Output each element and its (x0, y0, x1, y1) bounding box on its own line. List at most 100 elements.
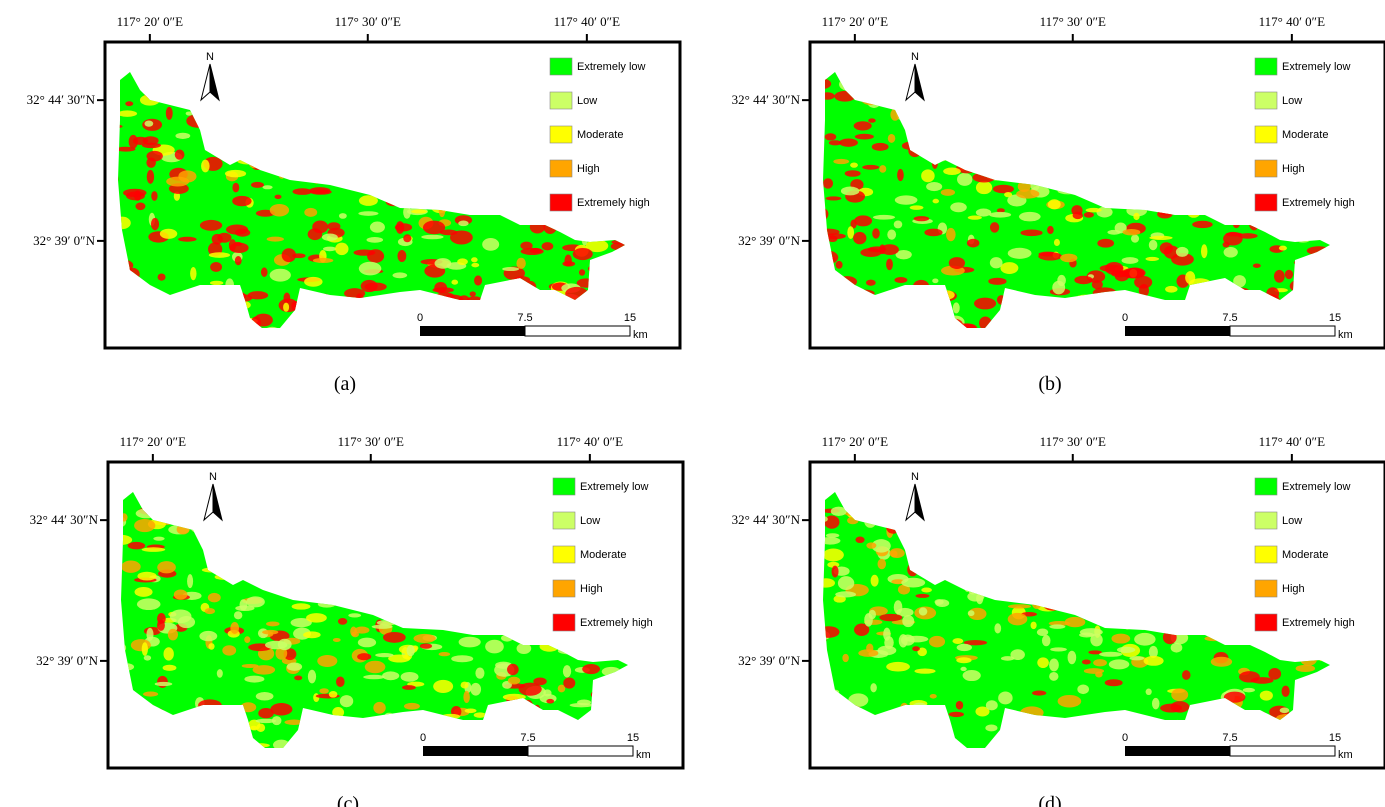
patch (868, 609, 876, 620)
patch (921, 540, 936, 553)
patch (927, 150, 951, 162)
patch (1327, 585, 1330, 592)
patch (118, 227, 120, 234)
patch (210, 262, 223, 272)
legend-swatch (549, 159, 573, 178)
patch (966, 238, 980, 248)
patch (357, 637, 377, 648)
patch (629, 608, 636, 613)
patch (485, 639, 504, 654)
patch (440, 127, 460, 139)
patch (501, 634, 514, 642)
patch (341, 313, 350, 323)
patch (1056, 114, 1079, 121)
patch (1264, 644, 1274, 652)
patch (377, 505, 385, 519)
patch (260, 96, 275, 103)
patch (166, 308, 186, 322)
patch (215, 136, 236, 145)
patch (911, 702, 929, 715)
patch (524, 83, 536, 91)
patch (1057, 694, 1082, 708)
patch (288, 518, 312, 524)
patch (557, 684, 566, 693)
patch (823, 250, 839, 265)
patch (917, 647, 927, 657)
patch (319, 688, 329, 694)
patch (1133, 212, 1140, 221)
patch (920, 319, 935, 328)
patch (510, 288, 522, 299)
patch (1145, 126, 1155, 140)
patch (1222, 717, 1230, 727)
patch (496, 564, 505, 575)
legend-swatch (1254, 477, 1278, 496)
patch (1102, 167, 1125, 177)
patch (367, 249, 385, 263)
patch (1074, 751, 1090, 755)
patch (882, 516, 907, 524)
legend-label: High (577, 163, 600, 175)
patch (153, 753, 161, 759)
patch (862, 164, 880, 170)
patch (1020, 130, 1035, 143)
patch (135, 508, 157, 519)
patch (384, 128, 405, 135)
patch (1200, 733, 1212, 742)
patch (564, 254, 572, 267)
patch (462, 179, 472, 190)
patch (307, 228, 323, 241)
patch (880, 244, 899, 255)
patch (402, 685, 416, 690)
patch (921, 323, 937, 328)
patch (326, 72, 351, 77)
patch (321, 742, 341, 748)
patch (1188, 514, 1197, 521)
patch (872, 214, 896, 220)
patch (250, 316, 262, 328)
patch (224, 304, 237, 316)
legend-label: Low (580, 515, 600, 527)
patch (236, 156, 258, 165)
patch (524, 540, 537, 552)
patch (563, 677, 576, 689)
patch (490, 735, 499, 742)
patch (185, 111, 193, 116)
patch (335, 242, 349, 256)
patch (1122, 617, 1133, 630)
patch (1092, 287, 1117, 300)
patch (1257, 177, 1267, 184)
patch (605, 715, 612, 728)
patch (262, 135, 273, 146)
patch (1067, 533, 1074, 546)
patch (970, 145, 978, 152)
patch (532, 179, 540, 190)
patch (918, 107, 936, 116)
patch (1129, 656, 1145, 661)
patch (1126, 711, 1134, 718)
patch (943, 167, 961, 175)
patch (366, 148, 380, 158)
patch (317, 654, 338, 667)
patch (188, 492, 206, 494)
patch (521, 209, 530, 216)
patch (127, 541, 146, 550)
patch (1104, 201, 1117, 207)
patch (958, 115, 975, 127)
patch (1050, 647, 1067, 652)
patch (1134, 735, 1145, 746)
patch (1055, 166, 1071, 178)
patch (918, 607, 928, 616)
panel-caption: (a) (334, 373, 356, 395)
patch (208, 252, 231, 258)
patch (121, 534, 133, 546)
north-arrow-left (905, 63, 916, 102)
patch (163, 647, 174, 661)
patch (1176, 90, 1194, 99)
patch (1164, 576, 1179, 583)
patch (358, 492, 377, 502)
patch (946, 318, 963, 328)
patch (1237, 233, 1258, 239)
patch (1139, 99, 1150, 110)
patch (222, 645, 237, 656)
